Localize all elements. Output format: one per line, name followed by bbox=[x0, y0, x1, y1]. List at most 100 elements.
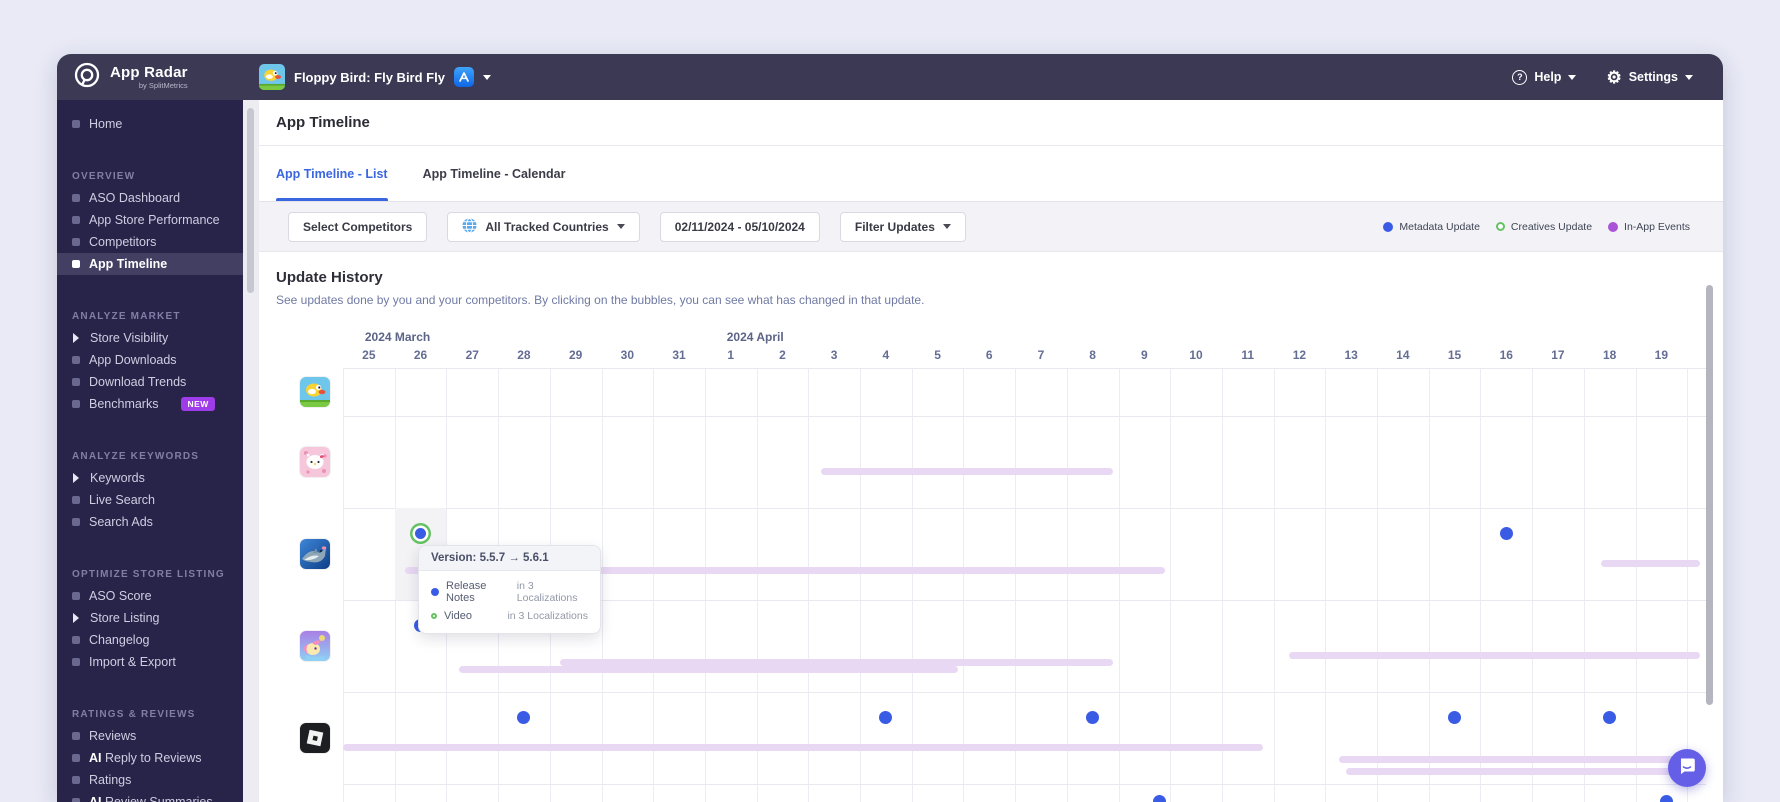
chat-launcher-button[interactable] bbox=[1668, 749, 1706, 787]
countries-dropdown[interactable]: All Tracked Countries bbox=[447, 211, 640, 242]
metadata-update-bubble[interactable] bbox=[879, 710, 893, 724]
sidebar-item-ai-reply-to-reviews[interactable]: AI Reply to Reviews bbox=[57, 747, 243, 769]
sidebar-item-search-ads[interactable]: Search Ads bbox=[57, 511, 243, 533]
shark-game-app-icon bbox=[300, 539, 330, 569]
square-bullet-icon bbox=[72, 732, 80, 740]
tooltip-row-detail: in 3 Localizations bbox=[507, 610, 588, 622]
sidebar-scrollbar-thumb[interactable] bbox=[247, 108, 254, 293]
sidebar-item-store-visibility[interactable]: Store Visibility bbox=[57, 327, 243, 349]
square-bullet-icon bbox=[72, 518, 80, 526]
tab-app-timeline-list[interactable]: App Timeline - List bbox=[276, 146, 388, 201]
day-label: 6 bbox=[985, 348, 993, 362]
grid-hline bbox=[343, 368, 1706, 369]
sidebar-scrollbar-track bbox=[243, 100, 259, 802]
day-label: 1 bbox=[727, 348, 735, 362]
top-bar: App Radar by SplitMetrics Floppy Bird: F… bbox=[57, 54, 1723, 100]
sidebar-item-aso-score[interactable]: ASO Score bbox=[57, 585, 243, 607]
update-duration-bar[interactable] bbox=[1600, 559, 1701, 567]
metadata-update-bubble[interactable] bbox=[1660, 795, 1674, 802]
metadata-creatives-update-bubble[interactable] bbox=[415, 527, 427, 539]
sidebar-item-changelog[interactable]: Changelog bbox=[57, 629, 243, 651]
update-duration-bar[interactable] bbox=[1289, 651, 1701, 659]
day-label: 26 bbox=[413, 348, 428, 362]
update-duration-bar[interactable] bbox=[405, 566, 1166, 574]
sidebar-item-import-export[interactable]: Import & Export bbox=[57, 651, 243, 673]
main-content: App Timeline App Timeline - List App Tim… bbox=[259, 100, 1723, 802]
sidebar-item-store-listing[interactable]: Store Listing bbox=[57, 607, 243, 629]
tooltip-row-detail: in 3 Localizations bbox=[516, 580, 578, 604]
sidebar-item-live-search[interactable]: Live Search bbox=[57, 489, 243, 511]
day-label: 28 bbox=[517, 348, 531, 362]
current-app-selector[interactable]: Floppy Bird: Fly Bird Fly bbox=[259, 64, 491, 90]
square-bullet-icon bbox=[72, 400, 80, 408]
grid-hline bbox=[343, 508, 1706, 509]
tab-app-timeline-calendar[interactable]: App Timeline - Calendar bbox=[422, 166, 566, 181]
metadata-update-bubble[interactable] bbox=[1153, 795, 1167, 802]
sidebar-item-home[interactable]: Home bbox=[57, 113, 243, 135]
sidebar-nav: Home OVERVIEW ASO Dashboard App Store Perfo… bbox=[57, 113, 243, 802]
tooltip-row-video: Video in 3 Localizations bbox=[419, 607, 600, 625]
sidebar-item-label: ASO Score bbox=[89, 589, 152, 603]
app-radar-logo[interactable]: App Radar by SplitMetrics bbox=[57, 61, 233, 94]
day-label: 2 bbox=[779, 348, 786, 362]
filter-updates-label: Filter Updates bbox=[854, 219, 935, 234]
square-bullet-icon bbox=[72, 636, 80, 644]
sidebar-item-app-timeline[interactable]: App Timeline bbox=[57, 253, 243, 275]
metadata-update-bubble[interactable] bbox=[517, 710, 531, 724]
app-window: App Radar by SplitMetrics Floppy Bird: F… bbox=[57, 54, 1723, 802]
metadata-update-bubble[interactable] bbox=[1499, 526, 1513, 540]
metadata-update-bubble[interactable] bbox=[1086, 710, 1100, 724]
date-range-value: 02/11/2024 - 05/10/2024 bbox=[674, 219, 805, 234]
legend-item-in-app-events: In-App Events bbox=[1608, 221, 1690, 233]
sidebar-item-ratings[interactable]: Ratings bbox=[57, 769, 243, 791]
metadata-update-bubble[interactable] bbox=[1448, 710, 1462, 724]
update-duration-bar[interactable] bbox=[459, 665, 959, 673]
filter-updates-dropdown[interactable]: Filter Updates bbox=[839, 211, 966, 242]
top-bar-right: ? Help ⚙ Settings bbox=[1512, 69, 1723, 86]
day-label: 16 bbox=[1499, 348, 1513, 362]
sidebar: Home OVERVIEW ASO Dashboard App Store Perfo… bbox=[57, 100, 243, 802]
legend-item-metadata-update: Metadata Update bbox=[1383, 221, 1480, 233]
update-duration-bar[interactable] bbox=[560, 658, 1114, 666]
grid-vline bbox=[601, 368, 603, 802]
sidebar-item-label: Search Ads bbox=[89, 515, 153, 529]
square-bullet-icon bbox=[72, 216, 80, 224]
day-label: 15 bbox=[1447, 348, 1462, 362]
update-duration-bar[interactable] bbox=[1345, 767, 1701, 775]
grid-hline bbox=[343, 692, 1706, 693]
ring-icon bbox=[1495, 222, 1505, 231]
grid-vline bbox=[1066, 368, 1068, 802]
sidebar-item-app-downloads[interactable]: App Downloads bbox=[57, 349, 243, 371]
sidebar-item-benchmarks[interactable]: Benchmarks NEW bbox=[57, 393, 243, 415]
page-title: App Timeline bbox=[276, 114, 370, 131]
sidebar-item-competitors[interactable]: Competitors bbox=[57, 231, 243, 253]
grid-vline bbox=[1377, 368, 1378, 802]
grid-vline bbox=[1583, 368, 1585, 802]
sidebar-item-reviews[interactable]: Reviews bbox=[57, 725, 243, 747]
day-label: 10 bbox=[1189, 348, 1203, 362]
update-duration-bar[interactable] bbox=[1338, 755, 1698, 763]
chevron-down-icon bbox=[482, 74, 491, 80]
sidebar-item-aso-dashboard[interactable]: ASO Dashboard bbox=[57, 187, 243, 209]
sidebar-item-app-store-performance[interactable]: App Store Performance bbox=[57, 209, 243, 231]
chart-scrollbar-thumb[interactable] bbox=[1706, 285, 1713, 705]
grid-hline bbox=[343, 784, 1706, 785]
settings-menu[interactable]: ⚙ Settings bbox=[1606, 69, 1693, 86]
metadata-update-bubble[interactable] bbox=[1603, 710, 1617, 724]
update-duration-bar[interactable] bbox=[343, 743, 1264, 751]
help-menu[interactable]: ? Help bbox=[1512, 69, 1577, 85]
day-label: 12 bbox=[1292, 348, 1307, 362]
sidebar-item-ai-review-summaries[interactable]: AI Review Summaries bbox=[57, 791, 243, 802]
sidebar-item-download-trends[interactable]: Download Trends bbox=[57, 371, 243, 393]
date-range-picker[interactable]: 02/11/2024 - 05/10/2024 bbox=[659, 211, 820, 242]
day-label: 25 bbox=[362, 348, 376, 362]
update-duration-bar[interactable] bbox=[821, 467, 1114, 475]
square-bullet-icon bbox=[72, 238, 80, 246]
grid-vline bbox=[1687, 368, 1689, 802]
month-label: 2024 April bbox=[726, 330, 784, 344]
square-bullet-icon bbox=[72, 260, 80, 268]
tooltip-row-label: Video bbox=[444, 610, 472, 622]
sidebar-item-keywords[interactable]: Keywords bbox=[57, 467, 243, 489]
select-competitors-button[interactable]: Select Competitors bbox=[288, 211, 428, 242]
